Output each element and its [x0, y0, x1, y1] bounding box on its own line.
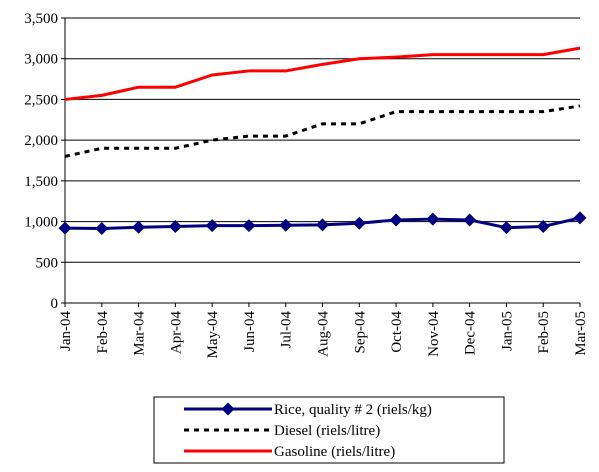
data-point-marker	[389, 213, 403, 227]
data-point-marker	[536, 219, 550, 233]
y-tick-label: 500	[36, 255, 59, 271]
axes	[64, 18, 580, 304]
data-point-marker	[132, 220, 146, 234]
x-tick-label: Nov-04	[426, 311, 442, 357]
y-tick-label: 1,000	[24, 215, 58, 231]
y-tick-label: 2,500	[24, 92, 58, 108]
x-tick-label: Jun-04	[242, 311, 258, 352]
data-point-marker	[499, 221, 513, 235]
series-line	[64, 46, 581, 101]
gridlines	[65, 17, 580, 263]
data-point-marker	[463, 213, 477, 227]
x-tick-label: Jan-05	[499, 311, 515, 351]
legend-label: Rice, quality # 2 (riels/kg)	[274, 402, 432, 418]
x-tick-label: Jan-04	[58, 311, 74, 351]
y-tick-label: 1,500	[24, 174, 58, 190]
y-tick-label: 0	[51, 296, 59, 312]
y-axis-ticks: 0 500 1,000 1,500 2,000 2,500 3,000 3,500	[24, 11, 65, 312]
legend-label: Diesel (riels/litre)	[274, 423, 380, 439]
data-point-marker	[279, 218, 293, 232]
y-tick-label: 3,500	[24, 11, 58, 27]
legend: Rice, quality # 2 (riels/kg) Diesel (riel…	[153, 396, 505, 464]
data-point-marker	[95, 221, 109, 235]
x-axis-ticks: Jan-04 Feb-04 Mar-04 Apr-04 May-04 Jun-04 Jul-…	[58, 303, 589, 359]
x-tick-label: Mar-04	[132, 311, 148, 356]
series-line	[64, 104, 581, 158]
data-point-marker	[58, 221, 72, 235]
x-tick-label: Feb-05	[536, 311, 552, 354]
x-tick-label: Jul-04	[279, 311, 295, 349]
legend-label: Gasoline (riels/litre)	[274, 444, 395, 460]
data-point-marker	[221, 402, 235, 416]
data-point-marker	[242, 219, 256, 233]
x-tick-label: May-04	[205, 311, 221, 359]
data-point-marker	[205, 219, 219, 233]
data-point-marker	[352, 216, 366, 230]
x-tick-label: Sep-04	[352, 311, 368, 354]
x-tick-label: Dec-04	[463, 311, 479, 356]
data-point-marker	[316, 218, 329, 232]
y-tick-label: 3,000	[24, 52, 58, 68]
data-point-marker	[573, 211, 587, 225]
x-tick-label: Aug-04	[316, 311, 332, 357]
x-tick-label: Apr-04	[168, 311, 184, 355]
y-tick-label: 2,000	[24, 133, 58, 149]
x-tick-label: Oct-04	[389, 311, 405, 353]
data-point-marker	[426, 212, 440, 226]
x-tick-label: Feb-04	[95, 311, 111, 354]
x-tick-label: Mar-05	[573, 311, 589, 356]
data-point-marker	[168, 219, 182, 233]
series-lines	[58, 46, 587, 235]
